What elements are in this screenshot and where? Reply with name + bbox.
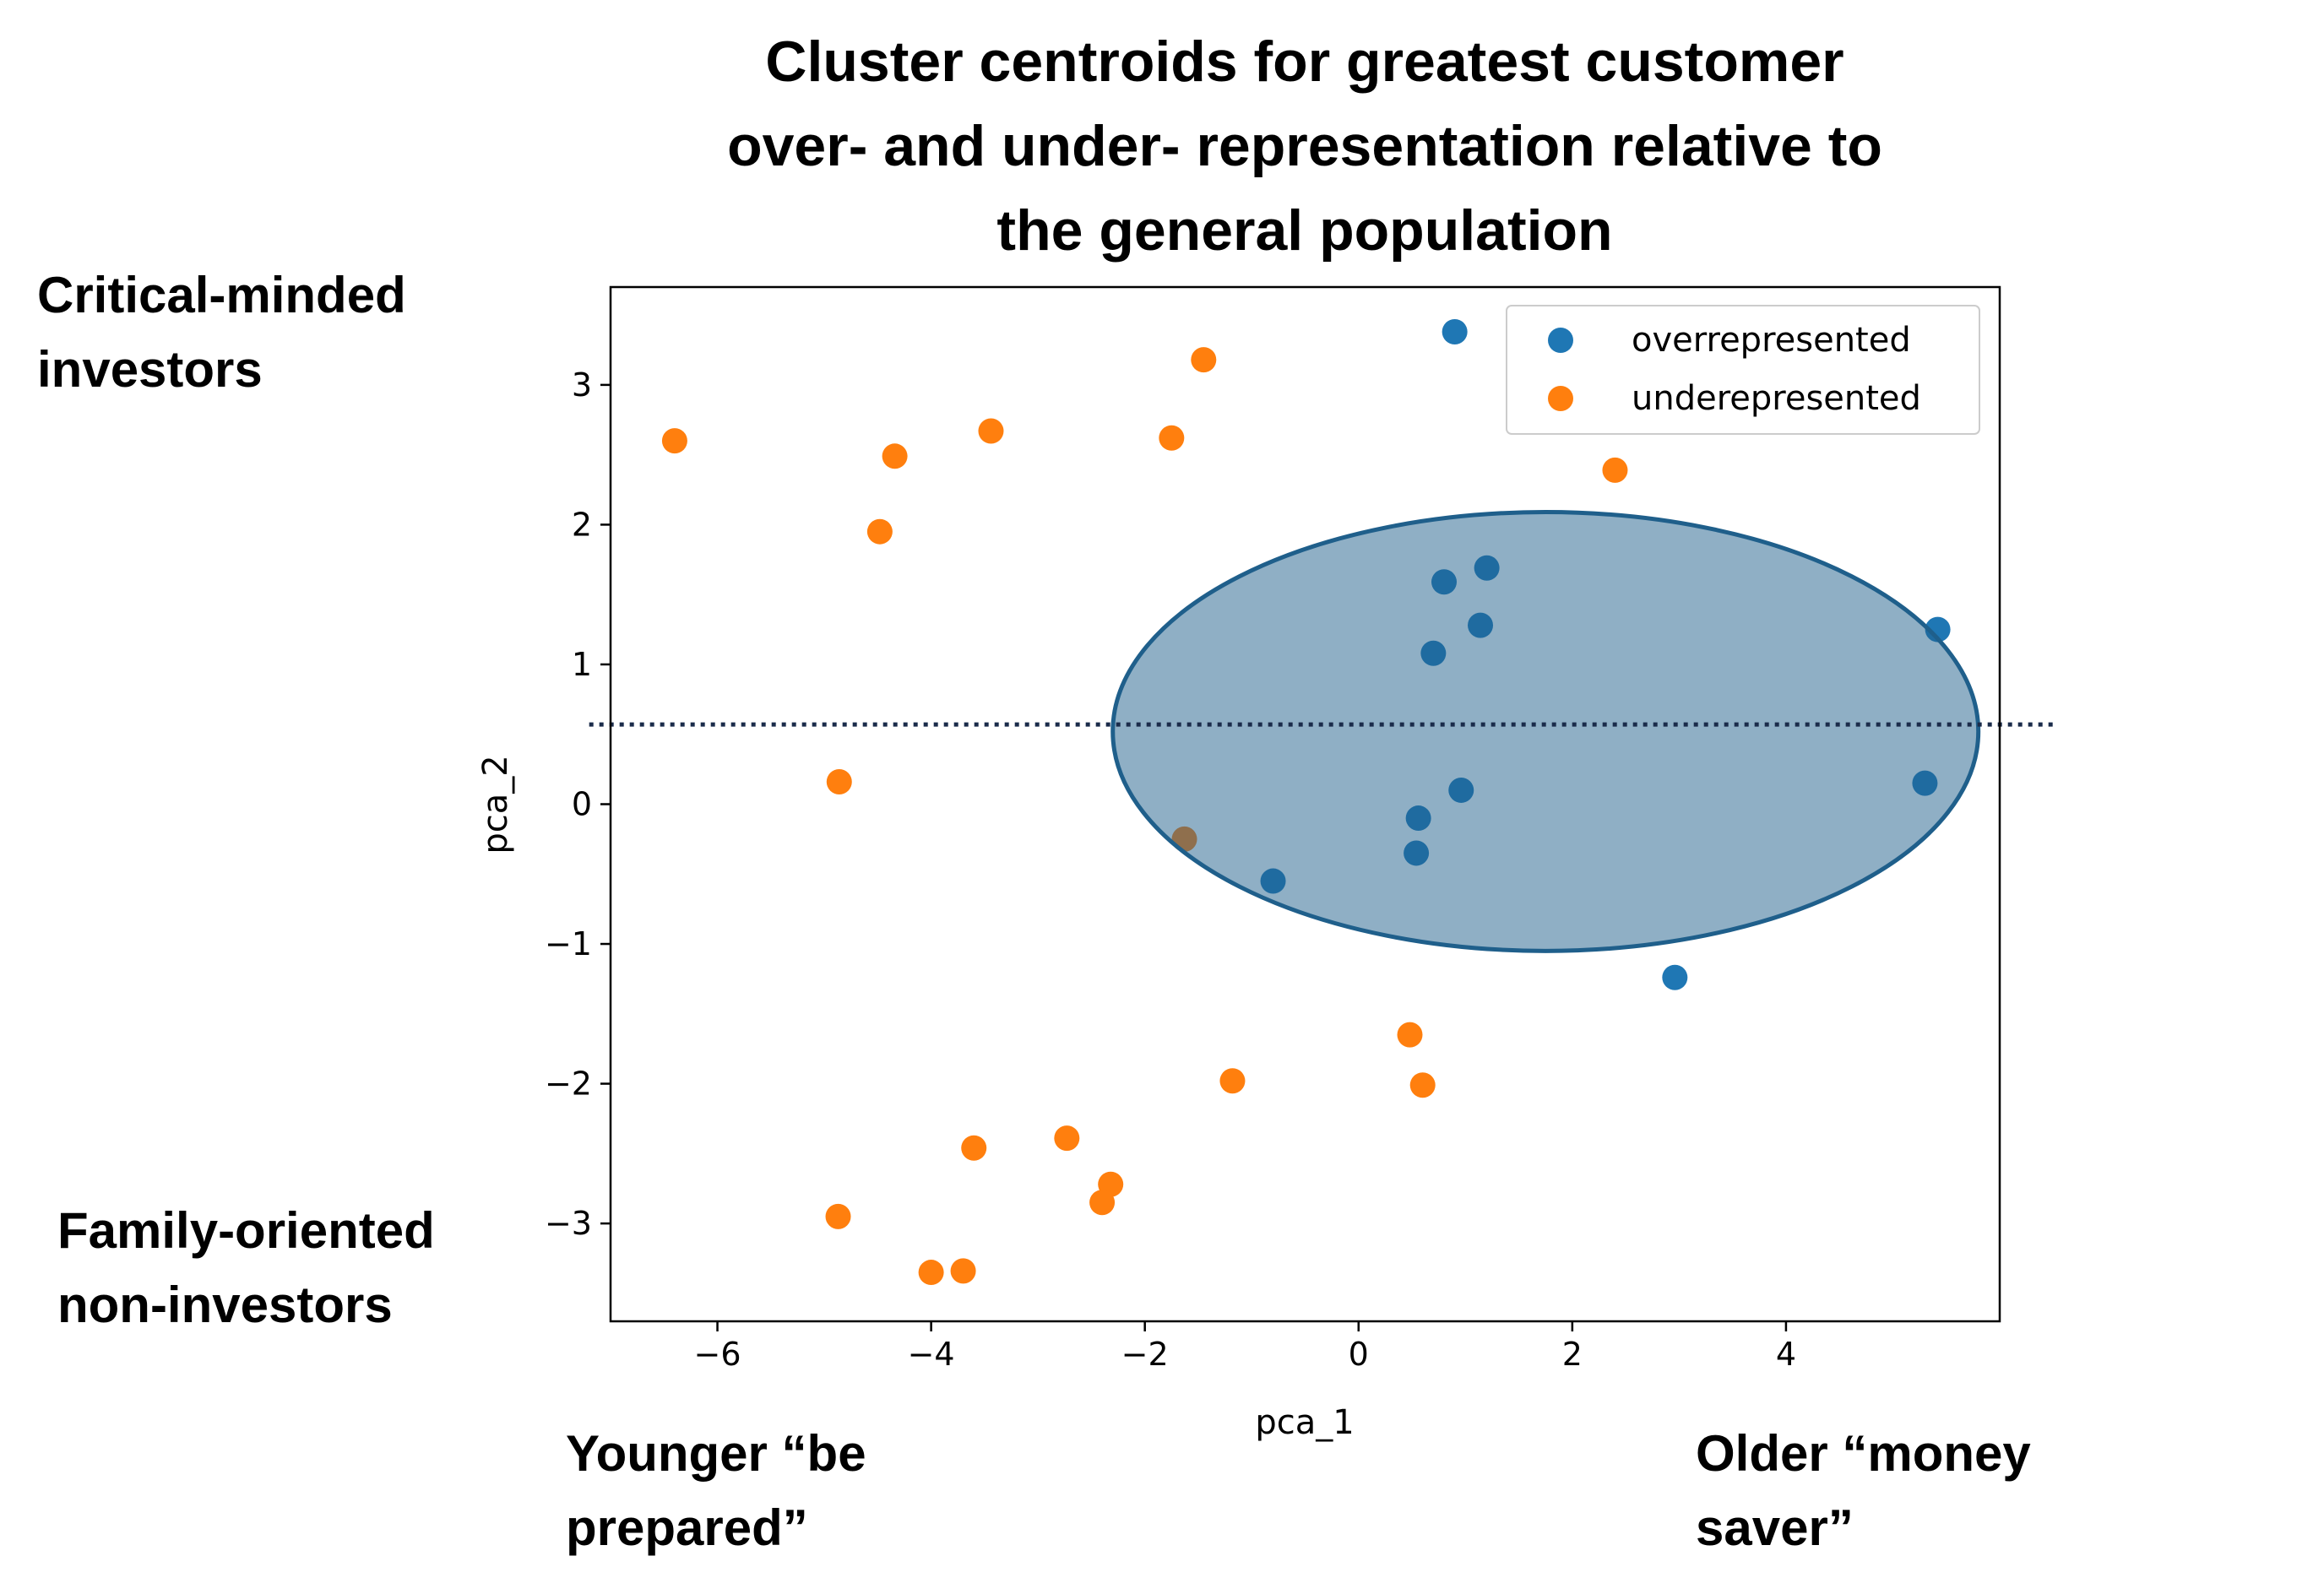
point-overrepresented-0 xyxy=(1442,318,1468,344)
y-tick-label: −2 xyxy=(545,1065,592,1103)
point-underepresented-9 xyxy=(1397,1022,1423,1048)
legend-box xyxy=(1506,305,1980,435)
y-tick-label: −1 xyxy=(545,925,592,962)
x-tick-label: 0 xyxy=(1349,1336,1369,1373)
y-tick-label: 2 xyxy=(572,506,592,543)
point-underepresented-17 xyxy=(918,1260,944,1286)
x-tick-label: 4 xyxy=(1776,1336,1796,1373)
point-underepresented-3 xyxy=(1159,425,1185,451)
label-family-oriented-2: non-investors xyxy=(57,1277,393,1333)
point-underepresented-4 xyxy=(1191,347,1217,373)
point-underepresented-16 xyxy=(825,1203,851,1229)
x-tick-label: −4 xyxy=(908,1336,955,1373)
label-critical-minded-1: Critical-minded xyxy=(37,267,406,323)
chart-title-line-1: Cluster centroids for greatest customer xyxy=(765,30,1843,94)
y-axis-label: pca_2 xyxy=(476,755,515,854)
chart-title-line-2: over- and under- representation relative… xyxy=(727,114,1882,178)
x-tick-label: −2 xyxy=(1121,1336,1169,1373)
y-tick-label: 3 xyxy=(572,366,592,404)
legend-label-overrepresented: overrepresented xyxy=(1632,321,1911,360)
point-underepresented-7 xyxy=(826,769,852,795)
point-underepresented-6 xyxy=(1602,457,1628,483)
legend-marker-underepresented xyxy=(1548,386,1573,411)
legend: overrepresented underepresented xyxy=(1506,305,1980,435)
y-tick-label: 1 xyxy=(572,646,592,683)
point-underepresented-0 xyxy=(661,428,687,454)
legend-label-underepresented: underepresented xyxy=(1632,379,1921,418)
point-underepresented-15 xyxy=(1089,1190,1116,1216)
chart-title-line-3: the general population xyxy=(996,198,1612,263)
label-critical-minded-2: investors xyxy=(37,341,263,398)
y-tick-label: −3 xyxy=(545,1205,592,1242)
point-underepresented-12 xyxy=(961,1135,987,1161)
label-older-2: saver” xyxy=(1696,1499,1854,1556)
label-older-1: Older “money xyxy=(1696,1425,2031,1482)
point-underepresented-10 xyxy=(1409,1072,1436,1098)
highlight-ellipse xyxy=(1110,510,1981,953)
ellipse-layer xyxy=(1110,510,1981,953)
point-underepresented-2 xyxy=(978,418,1004,444)
legend-marker-overrepresented xyxy=(1548,328,1573,353)
label-younger-1: Younger “be xyxy=(566,1425,866,1482)
point-underepresented-18 xyxy=(950,1258,976,1284)
ticks-layer: −6 −4 −2 0 2 4 −3 −2 −1 0 1 2 3 xyxy=(545,366,1796,1373)
label-family-oriented-1: Family-oriented xyxy=(57,1202,435,1259)
point-underepresented-1 xyxy=(882,443,908,469)
x-tick-label: 2 xyxy=(1562,1336,1583,1373)
label-younger-2: prepared” xyxy=(566,1499,808,1556)
x-axis-label: pca_1 xyxy=(1255,1403,1354,1442)
x-tick-label: −6 xyxy=(694,1336,741,1373)
point-overrepresented-11 xyxy=(1662,964,1688,990)
y-tick-label: 0 xyxy=(572,786,592,823)
point-underepresented-5 xyxy=(866,518,893,545)
point-underepresented-13 xyxy=(1054,1125,1080,1152)
point-underepresented-11 xyxy=(1219,1068,1246,1094)
